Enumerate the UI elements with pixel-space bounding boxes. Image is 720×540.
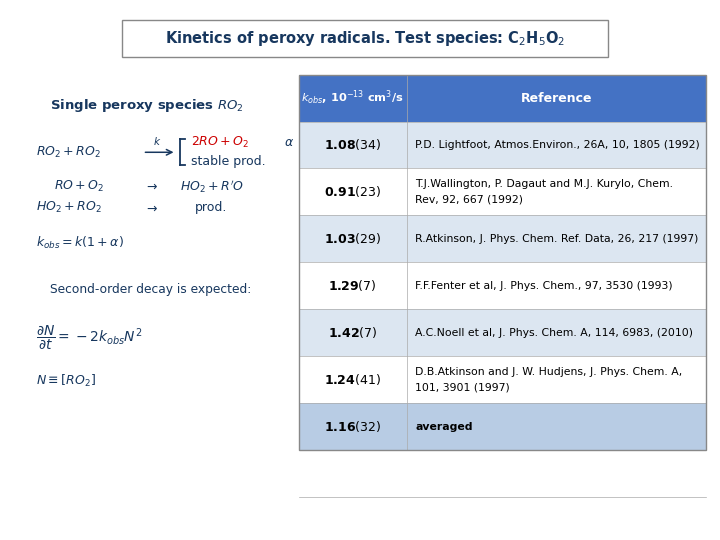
- Text: prod.: prod.: [194, 201, 227, 214]
- Text: Rev, 92, 667 (1992): Rev, 92, 667 (1992): [415, 194, 523, 205]
- Text: A.C.Noell et al, J. Phys. Chem. A, 114, 6983, (2010): A.C.Noell et al, J. Phys. Chem. A, 114, …: [415, 328, 693, 338]
- FancyBboxPatch shape: [299, 309, 706, 356]
- FancyBboxPatch shape: [299, 403, 706, 450]
- FancyBboxPatch shape: [299, 168, 706, 215]
- Text: 101, 3901 (1997): 101, 3901 (1997): [415, 382, 510, 393]
- FancyBboxPatch shape: [122, 20, 608, 57]
- Text: P.D. Lightfoot, Atmos.Environ., 26A, 10, 1805 (1992): P.D. Lightfoot, Atmos.Environ., 26A, 10,…: [415, 140, 700, 150]
- Text: $\rightarrow$: $\rightarrow$: [144, 180, 158, 193]
- Text: $\mathit{HO_2 + R'O}$: $\mathit{HO_2 + R'O}$: [180, 178, 244, 194]
- FancyBboxPatch shape: [299, 215, 706, 262]
- Text: Reference: Reference: [521, 91, 592, 105]
- Text: $\mathit{2RO+O_2}$: $\mathit{2RO+O_2}$: [191, 135, 249, 150]
- Text: F.F.Fenter et al, J. Phys. Chem., 97, 3530 (1993): F.F.Fenter et al, J. Phys. Chem., 97, 35…: [415, 281, 673, 291]
- Text: $\alpha$: $\alpha$: [284, 136, 294, 149]
- Text: $\mathbf{1.03}$(29): $\mathbf{1.03}$(29): [324, 232, 382, 246]
- Text: stable prod.: stable prod.: [191, 156, 266, 168]
- Text: $\dfrac{\partial N}{\partial t} = -2k_{obs}N^2$: $\dfrac{\partial N}{\partial t} = -2k_{o…: [36, 323, 143, 352]
- FancyBboxPatch shape: [299, 75, 706, 122]
- Text: $\mathit{RO_2} + \mathit{RO_2}$: $\mathit{RO_2} + \mathit{RO_2}$: [36, 145, 101, 160]
- Text: $\rightarrow$: $\rightarrow$: [144, 201, 158, 214]
- Text: $\mathbf{1.16}$(32): $\mathbf{1.16}$(32): [324, 420, 382, 434]
- Text: $k$: $k$: [153, 135, 161, 147]
- FancyBboxPatch shape: [299, 122, 706, 168]
- Text: Second-order decay is expected:: Second-order decay is expected:: [50, 284, 252, 296]
- Text: T.J.Wallington, P. Dagaut and M.J. Kurylo, Chem.: T.J.Wallington, P. Dagaut and M.J. Kuryl…: [415, 179, 673, 190]
- Text: $\mathbf{1.29}$(7): $\mathbf{1.29}$(7): [328, 279, 377, 293]
- Text: $\mathbf{0.91}$(23): $\mathbf{0.91}$(23): [324, 185, 382, 199]
- FancyBboxPatch shape: [299, 356, 706, 403]
- Text: D.B.Atkinson and J. W. Hudjens, J. Phys. Chem. A,: D.B.Atkinson and J. W. Hudjens, J. Phys.…: [415, 367, 683, 377]
- Text: Single peroxy species $\mathit{RO}_2$: Single peroxy species $\mathit{RO}_2$: [50, 97, 244, 114]
- Text: $k_{obs} = k\left(1+\alpha\right)$: $k_{obs} = k\left(1+\alpha\right)$: [36, 235, 124, 251]
- Text: $\mathbf{1.42}$(7): $\mathbf{1.42}$(7): [328, 326, 377, 340]
- Text: $N \equiv \left[RO_2\right]$: $N \equiv \left[RO_2\right]$: [36, 373, 96, 389]
- Text: $\mathit{RO + O_2}$: $\mathit{RO + O_2}$: [54, 179, 104, 194]
- Text: averaged: averaged: [415, 422, 473, 432]
- Text: $\mathbf{1.08}$(34): $\mathbf{1.08}$(34): [324, 138, 382, 152]
- Text: R.Atkinson, J. Phys. Chem. Ref. Data, 26, 217 (1997): R.Atkinson, J. Phys. Chem. Ref. Data, 26…: [415, 234, 699, 244]
- Text: $k_{obs}$, 10$^{-13}$ cm$^3$/s: $k_{obs}$, 10$^{-13}$ cm$^3$/s: [302, 89, 404, 107]
- Text: $\mathit{HO_2 + RO_2}$: $\mathit{HO_2 + RO_2}$: [36, 200, 102, 215]
- FancyBboxPatch shape: [299, 262, 706, 309]
- Text: Kinetics of peroxy radicals. Test species: C$_2$H$_5$O$_2$: Kinetics of peroxy radicals. Test specie…: [166, 29, 565, 48]
- Text: $\mathbf{1.24}$(41): $\mathbf{1.24}$(41): [324, 373, 382, 387]
